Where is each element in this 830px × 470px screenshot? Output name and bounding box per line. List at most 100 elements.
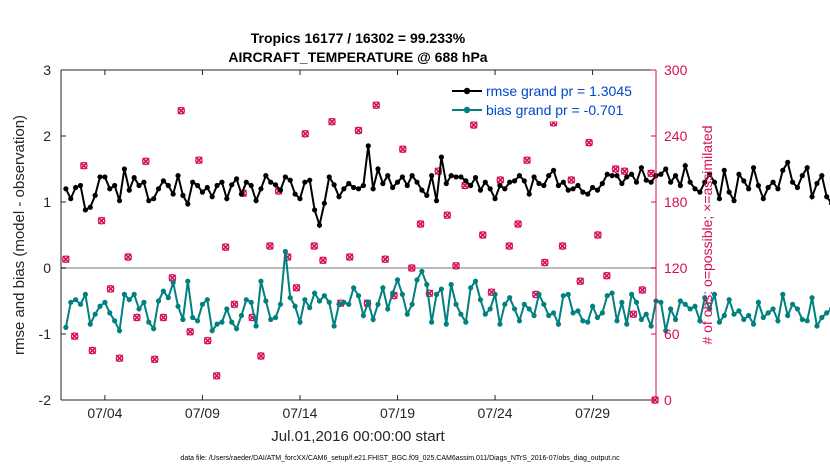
obs-possible-marker	[443, 211, 452, 220]
obs-assimilated-marker	[133, 313, 141, 322]
bias-point	[477, 297, 484, 303]
bias-point	[746, 312, 752, 319]
obs-assimilated-marker	[372, 101, 381, 109]
bias-point	[92, 311, 98, 317]
rmse-point	[268, 179, 274, 185]
rmse-point	[536, 180, 542, 187]
obs-assimilated-marker	[80, 161, 88, 170]
bias-point	[346, 301, 352, 307]
rmse-point	[141, 179, 147, 185]
rmse-point	[170, 191, 176, 197]
bias-point	[643, 311, 649, 317]
bias-point	[731, 311, 737, 317]
obs-assimilated-marker	[576, 277, 585, 285]
rmse-point	[370, 186, 376, 192]
bias-point	[619, 299, 625, 305]
rmse-point	[511, 178, 518, 184]
bias-point	[233, 326, 240, 332]
bias-point	[453, 301, 459, 307]
rmse-point	[692, 186, 698, 192]
obs-assimilated-marker	[629, 310, 638, 318]
obs-assimilated-marker	[221, 243, 230, 251]
rmse-point	[263, 173, 269, 179]
obs-assimilated-marker	[479, 231, 487, 239]
y-axis-label-right: # of obs: o=possible; ×=assimilated	[699, 125, 715, 344]
bias-point	[507, 295, 513, 301]
bias-point	[394, 277, 401, 283]
bias-point	[73, 297, 79, 303]
rmse-point	[736, 171, 742, 177]
rmse-point	[258, 186, 264, 192]
bias-point	[121, 291, 128, 297]
bias-point	[638, 316, 644, 323]
x-tick-label: 07/04	[87, 405, 122, 421]
rmse-point	[824, 194, 830, 200]
rmse-point	[658, 171, 664, 177]
rmse-point	[516, 173, 523, 179]
bias-point	[536, 291, 542, 297]
bias-point	[765, 310, 771, 316]
legend-rmse-marker	[463, 87, 471, 95]
obs-possible-marker	[469, 121, 478, 129]
bias-point	[629, 291, 635, 297]
rmse-point	[780, 167, 786, 173]
rmse-point	[82, 207, 88, 213]
bias-point	[565, 291, 571, 297]
rmse-point	[375, 166, 381, 172]
rmse-point	[292, 191, 298, 197]
bias-point	[502, 301, 508, 307]
rmse-point	[214, 182, 220, 189]
y-tick-label-right: 180	[664, 194, 688, 210]
bias-point	[468, 285, 474, 291]
rmse-point	[472, 174, 479, 181]
bias-point	[658, 299, 664, 305]
rmse-point	[224, 196, 230, 202]
obs-possible-marker	[478, 231, 487, 239]
bias-point	[785, 312, 791, 319]
rmse-point	[204, 184, 210, 191]
obs-possible-marker	[133, 313, 141, 322]
rmse-point	[497, 182, 503, 189]
obs-assimilated-marker	[416, 220, 425, 228]
bias-point	[68, 299, 74, 305]
bias-point	[194, 318, 201, 324]
rmse-point	[194, 182, 201, 189]
rmse-point	[199, 189, 206, 195]
bias-point	[170, 279, 176, 286]
bias-point	[263, 298, 269, 304]
bias-point	[726, 297, 732, 303]
bias-point	[424, 281, 430, 288]
rmse-point	[112, 182, 118, 189]
rmse-point	[190, 179, 196, 185]
obs-assimilated-marker	[62, 255, 70, 263]
rmse-point	[555, 182, 562, 189]
bias-point	[799, 316, 805, 323]
bias-point	[707, 306, 713, 312]
bias-point	[546, 312, 552, 319]
bias-point	[824, 310, 830, 316]
obs-assimilated-marker	[541, 258, 549, 267]
obs-possible-marker	[567, 176, 576, 184]
bias-point	[146, 319, 152, 325]
bias-point	[819, 314, 825, 321]
bias-point	[668, 306, 674, 312]
obs-possible-marker	[425, 289, 434, 298]
obs-possible-marker	[372, 101, 381, 110]
obs-possible-marker	[212, 371, 221, 380]
rmse-point	[394, 179, 401, 185]
bias-point	[224, 306, 230, 312]
obs-assimilated-marker	[186, 328, 194, 336]
bias-point	[375, 301, 381, 307]
rmse-point	[638, 165, 644, 171]
obs-assimilated-marker	[594, 231, 602, 239]
rmse-point	[765, 184, 771, 191]
bias-point	[136, 306, 142, 312]
bias-point	[585, 319, 591, 325]
obs-possible-marker	[620, 167, 629, 176]
y-axis-label-left: rmse and bias (model - observation)	[11, 115, 28, 355]
rmse-point	[482, 179, 488, 185]
rmse-point	[438, 154, 445, 160]
obs-assimilated-marker	[407, 264, 416, 272]
obs-possible-marker	[523, 156, 531, 165]
rmse-point	[404, 182, 410, 189]
